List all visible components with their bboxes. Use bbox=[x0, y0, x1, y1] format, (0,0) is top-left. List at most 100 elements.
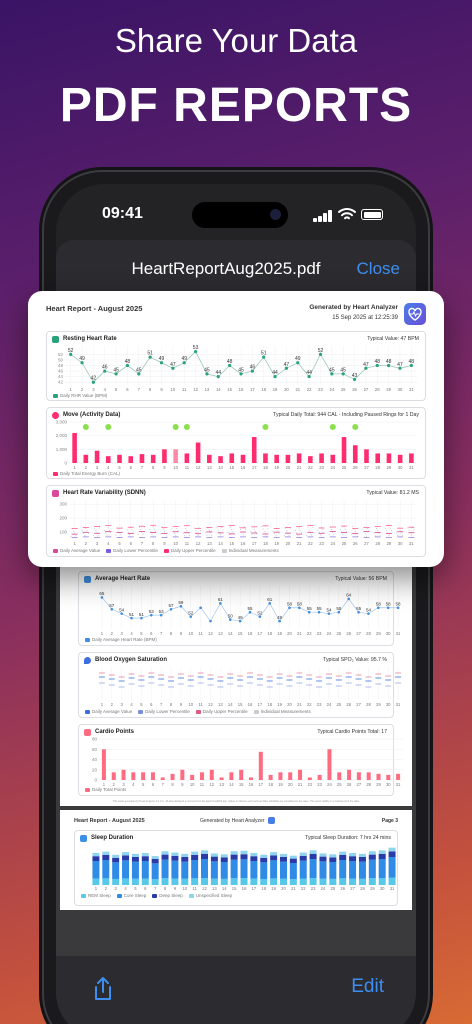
measurement-point bbox=[262, 528, 264, 530]
data-label: 45 bbox=[238, 367, 244, 373]
sleep-bar-segment bbox=[309, 850, 317, 854]
x-tick-label: 6 bbox=[126, 387, 129, 392]
sleep-bar-segment bbox=[102, 860, 110, 879]
x-tick-label: 17 bbox=[258, 631, 263, 636]
measurement-point bbox=[82, 532, 84, 534]
measurement-point bbox=[318, 531, 320, 533]
x-tick-label: 31 bbox=[409, 465, 414, 470]
data-label: 46 bbox=[250, 365, 256, 371]
x-tick-label: 11 bbox=[198, 702, 203, 707]
measurement-point bbox=[297, 534, 299, 536]
x-tick-label: 7 bbox=[141, 541, 144, 546]
data-label: 49 bbox=[277, 615, 283, 620]
bar bbox=[251, 437, 257, 463]
x-tick-label: 10 bbox=[173, 541, 178, 546]
x-tick-label: 17 bbox=[258, 782, 263, 787]
data-point bbox=[148, 355, 152, 359]
data-label: 47 bbox=[170, 362, 176, 368]
data-label: 57 bbox=[109, 603, 115, 608]
close-button[interactable]: Close bbox=[356, 259, 400, 278]
share-icon[interactable] bbox=[92, 976, 114, 1002]
x-tick-label: 27 bbox=[364, 465, 369, 470]
x-tick-label: 26 bbox=[346, 702, 351, 707]
x-tick-label: 14 bbox=[228, 631, 233, 636]
x-tick-label: 11 bbox=[200, 782, 205, 787]
x-tick-label: 9 bbox=[174, 886, 177, 891]
data-point bbox=[205, 372, 209, 376]
x-tick-label: 23 bbox=[318, 387, 323, 392]
bar bbox=[150, 772, 155, 780]
measurement-point bbox=[137, 534, 139, 536]
sleep-bar-segment bbox=[299, 860, 307, 879]
sleep-bar-segment bbox=[220, 854, 228, 858]
y-tick-label: 200 bbox=[59, 516, 67, 521]
measurement-point bbox=[150, 531, 152, 533]
x-tick-label: 15 bbox=[229, 465, 234, 470]
x-tick-label: 1 bbox=[103, 782, 106, 787]
measurement-point bbox=[193, 527, 195, 529]
data-point bbox=[341, 372, 345, 376]
x-tick-label: 2 bbox=[105, 886, 108, 891]
x-tick-label: 12 bbox=[202, 886, 207, 891]
x-tick-label: 14 bbox=[228, 702, 233, 707]
measurement-point bbox=[333, 533, 335, 535]
bar bbox=[386, 453, 392, 463]
sleep-bar-segment bbox=[230, 851, 238, 855]
measurement-point bbox=[308, 529, 310, 531]
sleep-bar-segment bbox=[250, 861, 258, 879]
x-tick-label: 7 bbox=[162, 782, 165, 787]
x-tick-label: 17 bbox=[258, 702, 263, 707]
sleep-bar-segment bbox=[240, 859, 248, 879]
measurement-point bbox=[278, 532, 280, 534]
x-tick-label: 30 bbox=[398, 387, 403, 392]
sleep-bar-segment bbox=[161, 851, 169, 855]
measurement-point bbox=[319, 534, 321, 536]
measurement-point bbox=[251, 533, 253, 535]
measurement-point bbox=[231, 529, 233, 531]
ring-badge bbox=[352, 424, 359, 430]
y-tick-label: 40 bbox=[92, 757, 98, 762]
x-tick-label: 15 bbox=[238, 702, 243, 707]
bar bbox=[229, 453, 235, 463]
x-tick-label: 6 bbox=[150, 631, 153, 636]
measurement-point bbox=[397, 534, 399, 536]
measurement-point bbox=[217, 529, 219, 531]
data-point bbox=[179, 604, 183, 608]
move-title: Move (Activity Data) bbox=[63, 412, 121, 418]
data-label: 64 bbox=[346, 593, 352, 598]
sleep-bar-segment bbox=[210, 856, 218, 862]
measurement-point bbox=[72, 530, 74, 532]
data-point bbox=[352, 377, 357, 382]
sleep-bar-segment bbox=[270, 878, 278, 885]
measurement-point bbox=[132, 531, 134, 533]
data-label: 47 bbox=[363, 362, 369, 368]
x-tick-label: 10 bbox=[182, 886, 187, 891]
sleep-bar-segment bbox=[210, 861, 218, 879]
sleep-bar-segment bbox=[299, 852, 307, 856]
measurement-point bbox=[407, 527, 409, 529]
x-tick-label: 9 bbox=[163, 465, 166, 470]
measurement-point bbox=[117, 529, 119, 531]
data-label: 52 bbox=[318, 348, 324, 354]
measurement-point bbox=[339, 529, 341, 531]
x-tick-label: 24 bbox=[330, 541, 335, 546]
x-tick-label: 20 bbox=[286, 465, 291, 470]
ring-badge bbox=[82, 424, 89, 430]
sleep-bar-segment bbox=[309, 859, 317, 879]
sleep-bar-segment bbox=[201, 878, 209, 885]
measurement-point bbox=[195, 530, 197, 532]
measurement-point bbox=[388, 535, 390, 537]
x-tick-label: 10 bbox=[173, 465, 178, 470]
sleep-bar-segment bbox=[250, 853, 258, 857]
edit-button[interactable]: Edit bbox=[351, 976, 384, 997]
data-point bbox=[377, 606, 380, 610]
measurement-point bbox=[142, 533, 144, 535]
bar bbox=[386, 774, 391, 780]
x-tick-label: 9 bbox=[180, 631, 183, 636]
x-tick-label: 14 bbox=[216, 387, 221, 392]
data-label: 50 bbox=[228, 613, 234, 618]
move-typical: Typical Daily Total: 944 CAL - Including… bbox=[273, 412, 419, 418]
spo2-title: Blood Oxygen Saturation bbox=[95, 657, 168, 663]
sleep-bar-segment bbox=[112, 857, 120, 863]
x-tick-label: 27 bbox=[357, 782, 362, 787]
